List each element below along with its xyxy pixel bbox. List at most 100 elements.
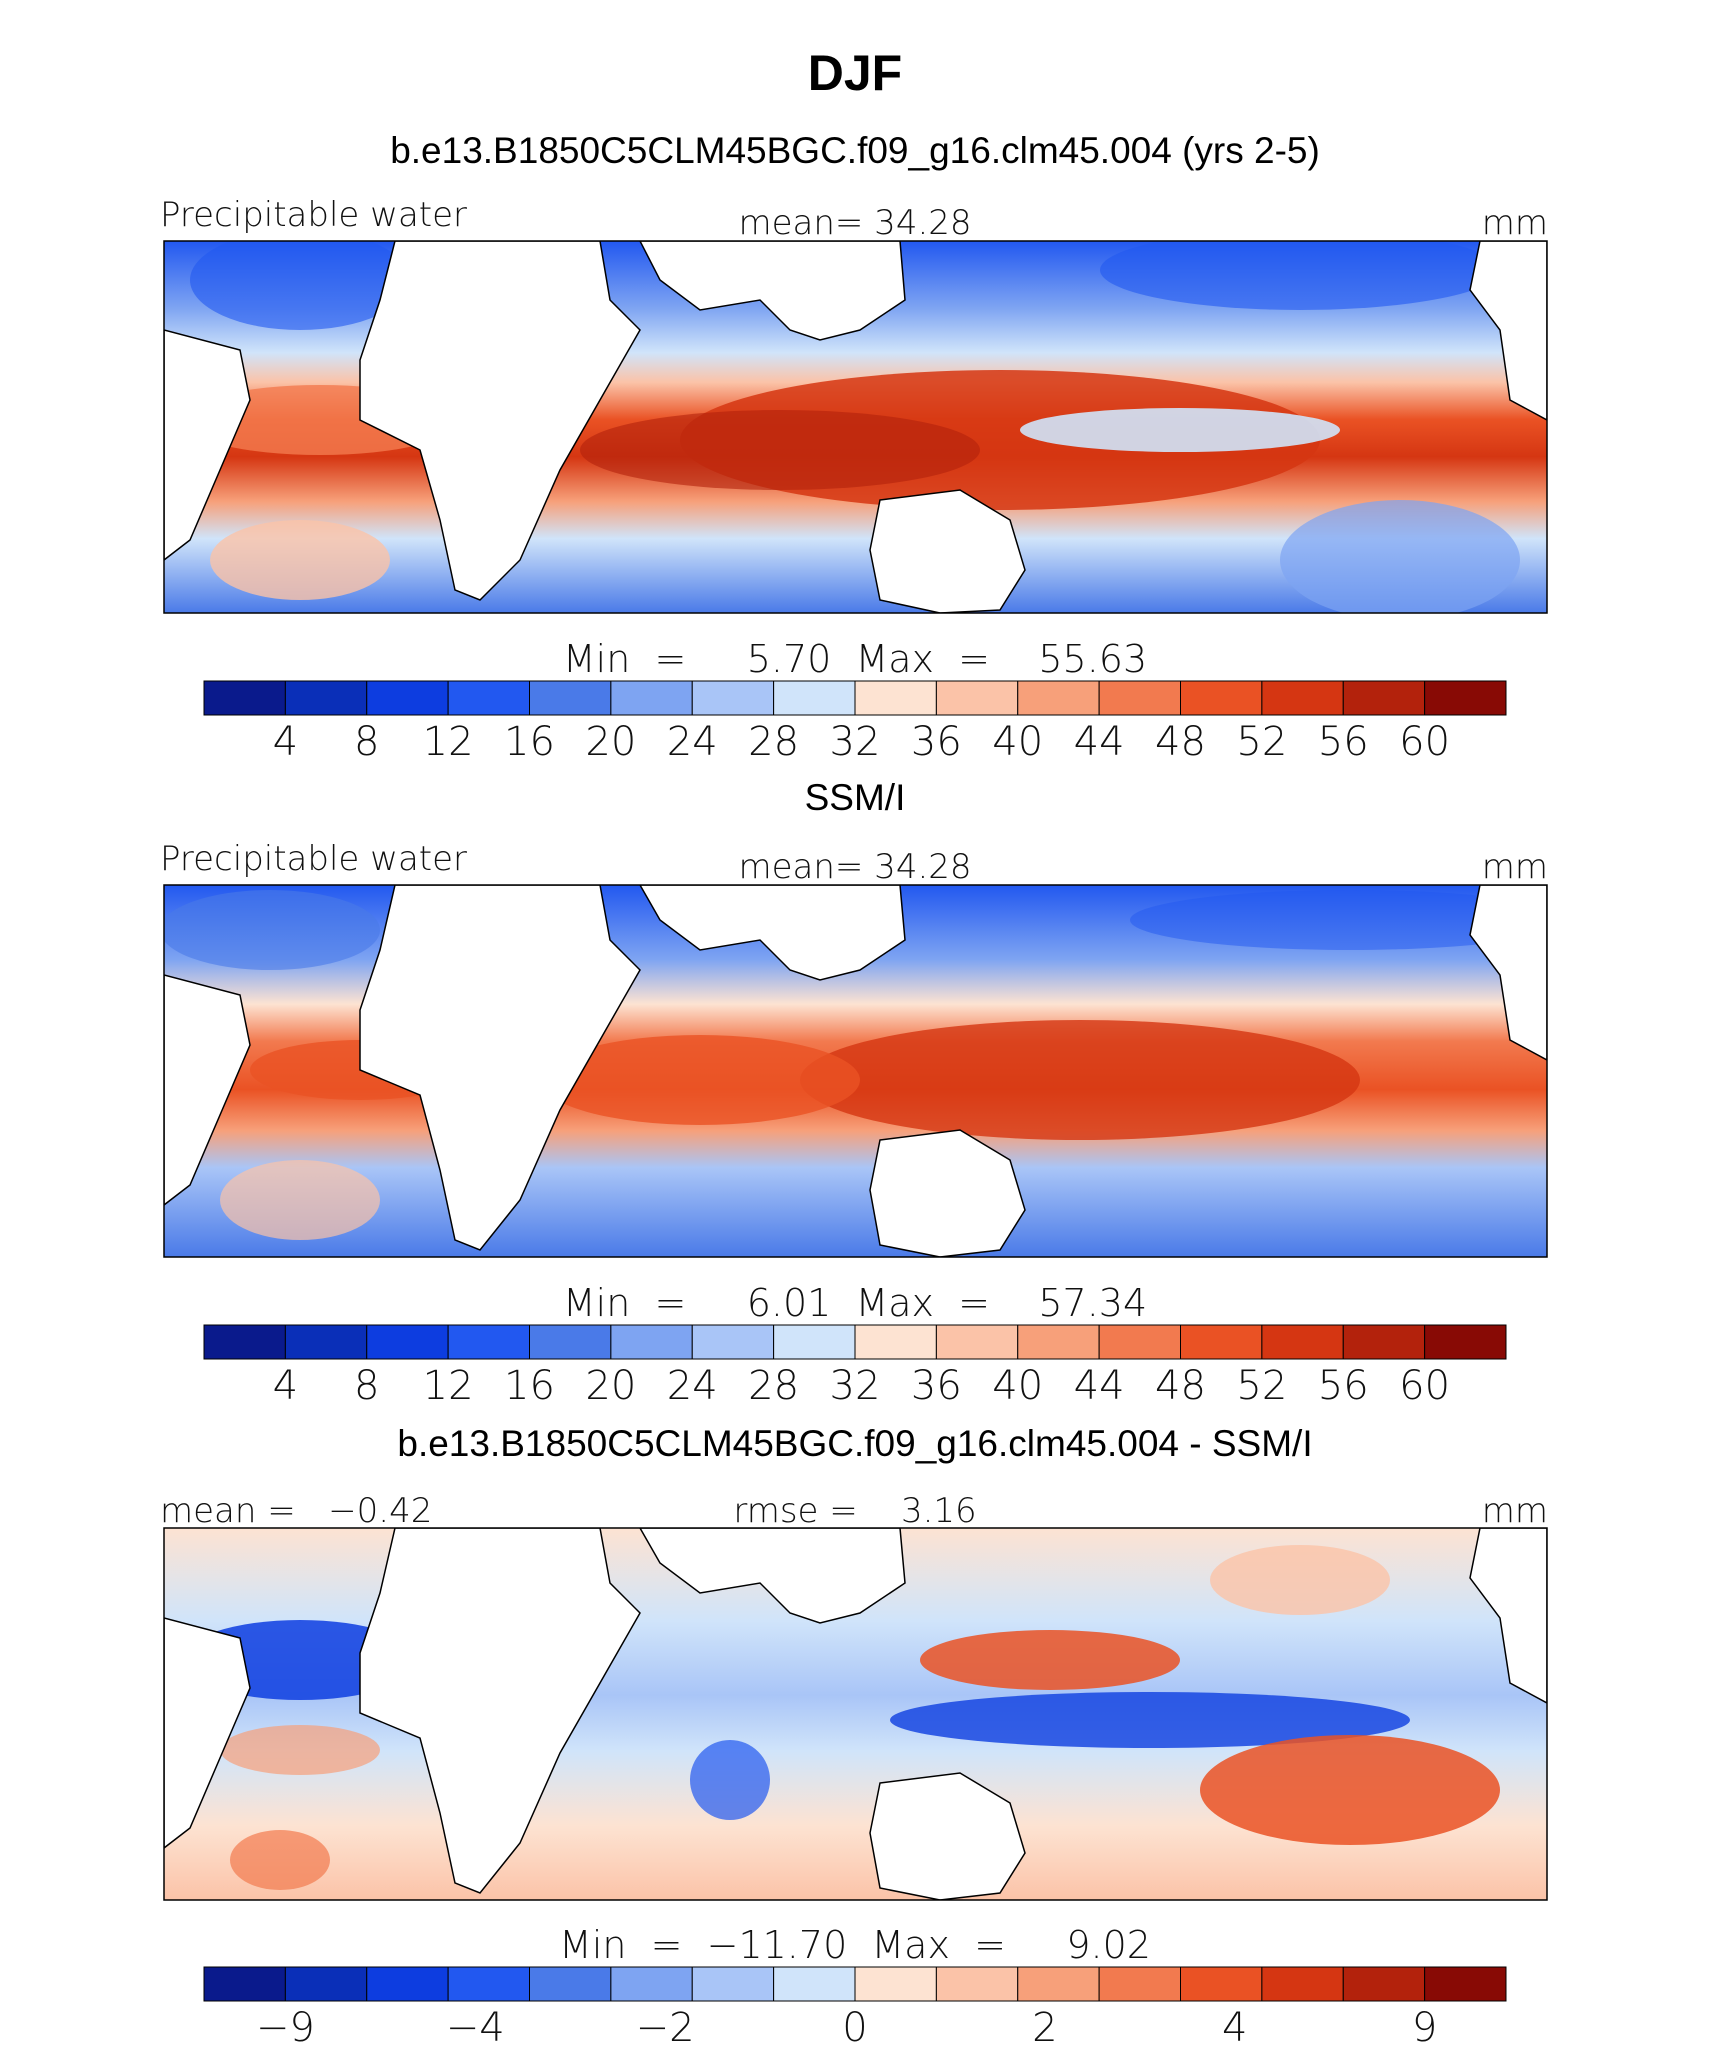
colorbar-cell (1180, 1966, 1263, 2002)
colorbar-cell (284, 1324, 368, 1360)
colorbar-cell (1098, 1324, 1181, 1360)
map-frame (163, 240, 1548, 614)
colorbar-cell (1098, 680, 1181, 716)
panel-difference: b.e13.B1850C5CLM45BGC.f09_g16.clm45.004 … (160, 1423, 1548, 2048)
colorbar-tick-label: 9 (1412, 2005, 1437, 2048)
colorbar-cell (447, 1966, 530, 2002)
colorbar-cell (935, 1324, 1019, 1360)
colorbar-tick-label: 36 (911, 1363, 962, 1409)
colorbar-cell (1424, 1966, 1507, 2002)
colorbar-cell (1261, 1324, 1344, 1360)
colorbar-tick-label: 24 (667, 1363, 718, 1409)
minmax-label: Min = 5.70 Max = 55.63 (563, 637, 1147, 681)
map-field (164, 241, 1547, 613)
map-frame (163, 884, 1548, 1258)
land-asia (639, 241, 906, 341)
mean-label: mean= 34.28 (738, 847, 971, 887)
colorbar-tick-label: 16 (504, 719, 555, 765)
colorbar-cell (1098, 1966, 1181, 2002)
colorbar-tick-label: 4 (1222, 2005, 1247, 2048)
colorbar-cell (691, 1324, 775, 1360)
colorbar-tick-label: 40 (992, 719, 1043, 765)
colorbar-cell (1180, 680, 1263, 716)
colorbar-cell (529, 680, 612, 716)
colorbar-cell (1424, 1324, 1507, 1360)
colorbar-cell (1017, 1324, 1100, 1360)
colorbar-tick-label: 0 (842, 2005, 867, 2048)
colorbar-cell (610, 680, 693, 716)
colorbar-cell (1180, 1324, 1263, 1360)
colorbar-cell (610, 1966, 693, 2002)
panel-model: b.e13.B1850C5CLM45BGC.f09_g16.clm45.004 … (160, 130, 1548, 765)
colorbar-cell (203, 1966, 286, 2002)
left-label: mean = −0.42 (160, 1491, 432, 1531)
colorbar-cell (1342, 680, 1426, 716)
colorbar-cell (284, 1966, 368, 2002)
colorbar-cell (935, 1966, 1019, 2002)
colorbar-tick-label: 20 (585, 1363, 636, 1409)
colorbar-cell (1342, 1324, 1426, 1360)
colorbar-tick-label: 8 (354, 719, 379, 765)
colorbar-tick-label: 32 (830, 1363, 881, 1409)
colorbar: 4 8 12 16 20 24 28 32 36 40 44 48 52 56 60 (203, 1324, 1507, 1409)
units-label: mm (1482, 1491, 1548, 1531)
left-label: Precipitable water (160, 839, 467, 879)
colorbar-cell (529, 1966, 612, 2002)
colorbar-tick-label: 44 (1074, 719, 1125, 765)
map-frame (163, 1527, 1548, 1901)
colorbar-cell (366, 1324, 449, 1360)
units-label: mm (1482, 203, 1548, 243)
colorbar-cell (773, 1966, 856, 2002)
colorbar-tick-label: −2 (636, 2005, 695, 2048)
colorbar-cell (366, 1966, 449, 2002)
colorbar-tick-label: 56 (1318, 719, 1369, 765)
colorbar-tick-label: 4 (273, 1363, 298, 1409)
colorbar-cell (854, 1324, 937, 1360)
units-label: mm (1482, 847, 1548, 887)
land-australia (869, 489, 1026, 613)
colorbar-cell (1017, 1966, 1100, 2002)
colorbar-tick-label: 12 (423, 1363, 474, 1409)
rmse-label: rmse = 3.16 (733, 1491, 976, 1531)
colorbar-cell (1017, 680, 1100, 716)
colorbar-tick-label: 16 (504, 1363, 555, 1409)
colorbar-tick-label: 44 (1074, 1363, 1125, 1409)
colorbar-tick-label: 12 (423, 719, 474, 765)
colorbar-cell (366, 680, 449, 716)
colorbar-cell (1261, 680, 1344, 716)
colorbar-cell (1424, 680, 1507, 716)
colorbar-cell (691, 1966, 775, 2002)
land-south-america (164, 329, 251, 561)
colorbar-tick-label: 52 (1236, 1363, 1287, 1409)
colorbar-cell (773, 680, 856, 716)
colorbar-cell (203, 1324, 286, 1360)
colorbar-cell (854, 680, 937, 716)
colorbar-tick-label: 24 (667, 719, 718, 765)
land-americas (1469, 241, 1547, 421)
colorbar-tick-label: 28 (748, 1363, 799, 1409)
minmax-label: Min = 6.01 Max = 57.34 (563, 1281, 1147, 1325)
colorbar-tick-label: 20 (585, 719, 636, 765)
colorbar-tick-label: 60 (1399, 719, 1450, 765)
colorbar: 4 8 12 16 20 24 28 32 36 40 44 48 52 56 60 (203, 680, 1507, 765)
colorbar-cell (447, 680, 530, 716)
colorbar-tick-label: 2 (1032, 2005, 1057, 2048)
map-field (164, 885, 1547, 1257)
colorbar-cell (773, 1324, 856, 1360)
panel-title: b.e13.B1850C5CLM45BGC.f09_g16.clm45.004 … (397, 1423, 1312, 1464)
panel-title: SSM/I (805, 777, 906, 818)
colorbar-cell (1261, 1966, 1344, 2002)
map-field (164, 1528, 1547, 1900)
panel-title: b.e13.B1850C5CLM45BGC.f09_g16.clm45.004 … (390, 130, 1320, 171)
mean-label: mean= 34.28 (738, 203, 971, 243)
colorbar-tick-label: 48 (1155, 1363, 1206, 1409)
colorbar-tick-label: 56 (1318, 1363, 1369, 1409)
colorbar-cell (935, 680, 1019, 716)
colorbar-cell (854, 1966, 937, 2002)
panel-observed: SSM/I Precipitable water mean= 34.28 mm … (160, 777, 1548, 1409)
colorbar-cell (610, 1324, 693, 1360)
colorbar-tick-label: 40 (992, 1363, 1043, 1409)
land-africa (359, 241, 641, 601)
colorbar-tick-label: 36 (911, 719, 962, 765)
colorbar-cell (1342, 1966, 1426, 2002)
